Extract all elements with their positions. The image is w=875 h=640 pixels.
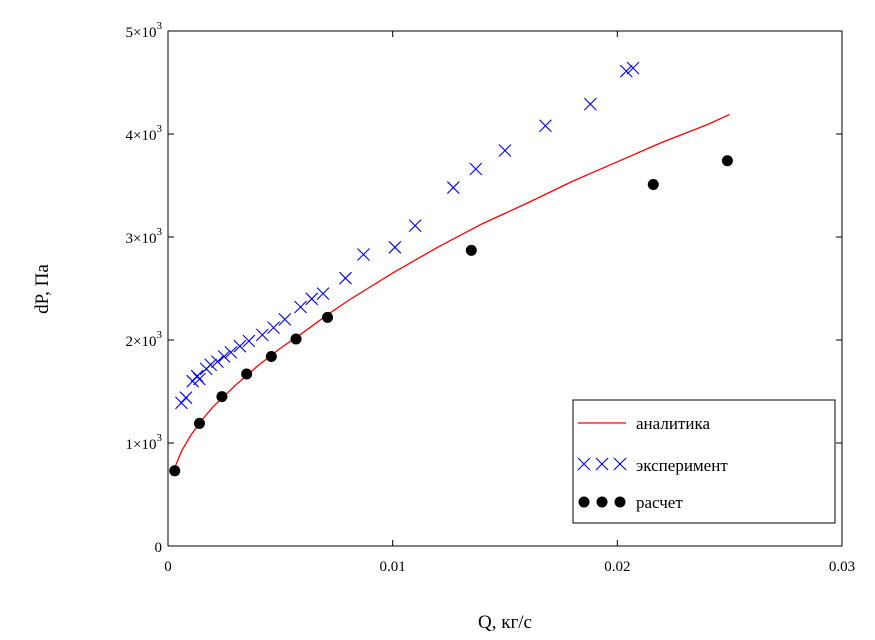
point-experiment: [233, 339, 247, 353]
point-experiment: [267, 321, 280, 335]
point-experiment: [294, 300, 307, 314]
point-experiment: [204, 358, 218, 372]
y-tick-exponent: 3: [157, 432, 163, 444]
point-calculation: [193, 417, 205, 429]
point-experiment: [193, 372, 206, 386]
legend-cross-mark: [595, 457, 609, 471]
point-calculation: [265, 350, 277, 362]
point-calculation: [721, 155, 733, 167]
point-experiment: [408, 219, 422, 233]
legend: аналитика эксперимент расчет: [572, 399, 836, 524]
y-tick-exponent: 3: [157, 123, 163, 135]
legend-label-analytics: аналитика: [636, 414, 710, 433]
legend-dot-mark: [614, 496, 626, 508]
legend-cross-mark: [613, 457, 627, 471]
y-tick-label: 3×103: [126, 226, 163, 247]
point-experiment: [446, 181, 460, 194]
y-tick-mantissa: 4×10: [126, 128, 157, 144]
point-calculation: [647, 178, 659, 190]
legend-label-calculation: расчет: [636, 493, 683, 512]
y-tick-label: 5×103: [126, 20, 163, 41]
legend-dot-mark: [596, 496, 608, 508]
point-experiment: [278, 313, 292, 326]
y-tick-label: 2×103: [126, 329, 163, 350]
legend-dot-swatch: [578, 496, 626, 508]
point-calculation: [241, 368, 253, 380]
point-experiment: [388, 240, 402, 254]
x-axis-label: Q, кг/с: [478, 612, 532, 633]
point-experiment: [242, 334, 256, 348]
x-tick-label: 0.01: [380, 559, 406, 575]
x-tick-label: 0.02: [604, 559, 630, 575]
y-tick-label: 4×103: [126, 123, 163, 144]
plot-frame: [167, 30, 843, 547]
point-experiment: [255, 328, 269, 342]
legend-cross-swatch: [577, 457, 627, 471]
y-tick-mantissa: 1×10: [126, 437, 157, 453]
point-experiment: [469, 162, 483, 176]
x-axis-ticks: 0 0.01 0.02 0.03: [164, 31, 855, 575]
point-experiment: [179, 391, 193, 405]
point-experiment: [539, 119, 552, 133]
point-experiment: [211, 355, 224, 369]
y-tick-label: 0: [155, 540, 163, 556]
x-tick-label: 0: [164, 559, 172, 575]
point-calculation: [169, 465, 181, 477]
x-tick-label: 0.03: [829, 559, 855, 575]
point-experiment: [339, 271, 352, 285]
y-tick-exponent: 3: [157, 20, 163, 32]
point-experiment: [217, 350, 231, 363]
point-experiment: [583, 97, 597, 111]
y-tick-mantissa: 5×10: [126, 25, 157, 41]
point-experiment: [224, 345, 238, 359]
legend-cross-mark: [577, 457, 591, 471]
point-experiment: [498, 144, 512, 157]
y-axis-label: dP, Па: [32, 264, 53, 314]
point-experiment: [619, 64, 633, 78]
y-tick-exponent: 3: [157, 329, 163, 341]
point-experiment: [626, 61, 640, 75]
point-experiment: [316, 287, 330, 301]
legend-label-experiment: эксперимент: [636, 456, 728, 475]
point-experiment: [190, 369, 204, 383]
point-calculation: [290, 333, 302, 345]
y-tick-exponent: 3: [157, 226, 163, 238]
legend-dot-mark: [578, 496, 590, 508]
series-layer: [169, 61, 733, 477]
point-experiment: [305, 292, 319, 306]
y-tick-mantissa: 3×10: [126, 231, 157, 247]
series-line-analytics: [174, 113, 730, 468]
y-tick-label: 1×103: [126, 432, 163, 453]
point-calculation: [216, 391, 228, 403]
point-experiment: [357, 248, 370, 261]
y-tick-mantissa: 2×10: [126, 334, 157, 350]
y-tick-mantissa: 0: [155, 540, 163, 556]
point-calculation: [465, 244, 477, 256]
point-calculation: [322, 311, 334, 323]
